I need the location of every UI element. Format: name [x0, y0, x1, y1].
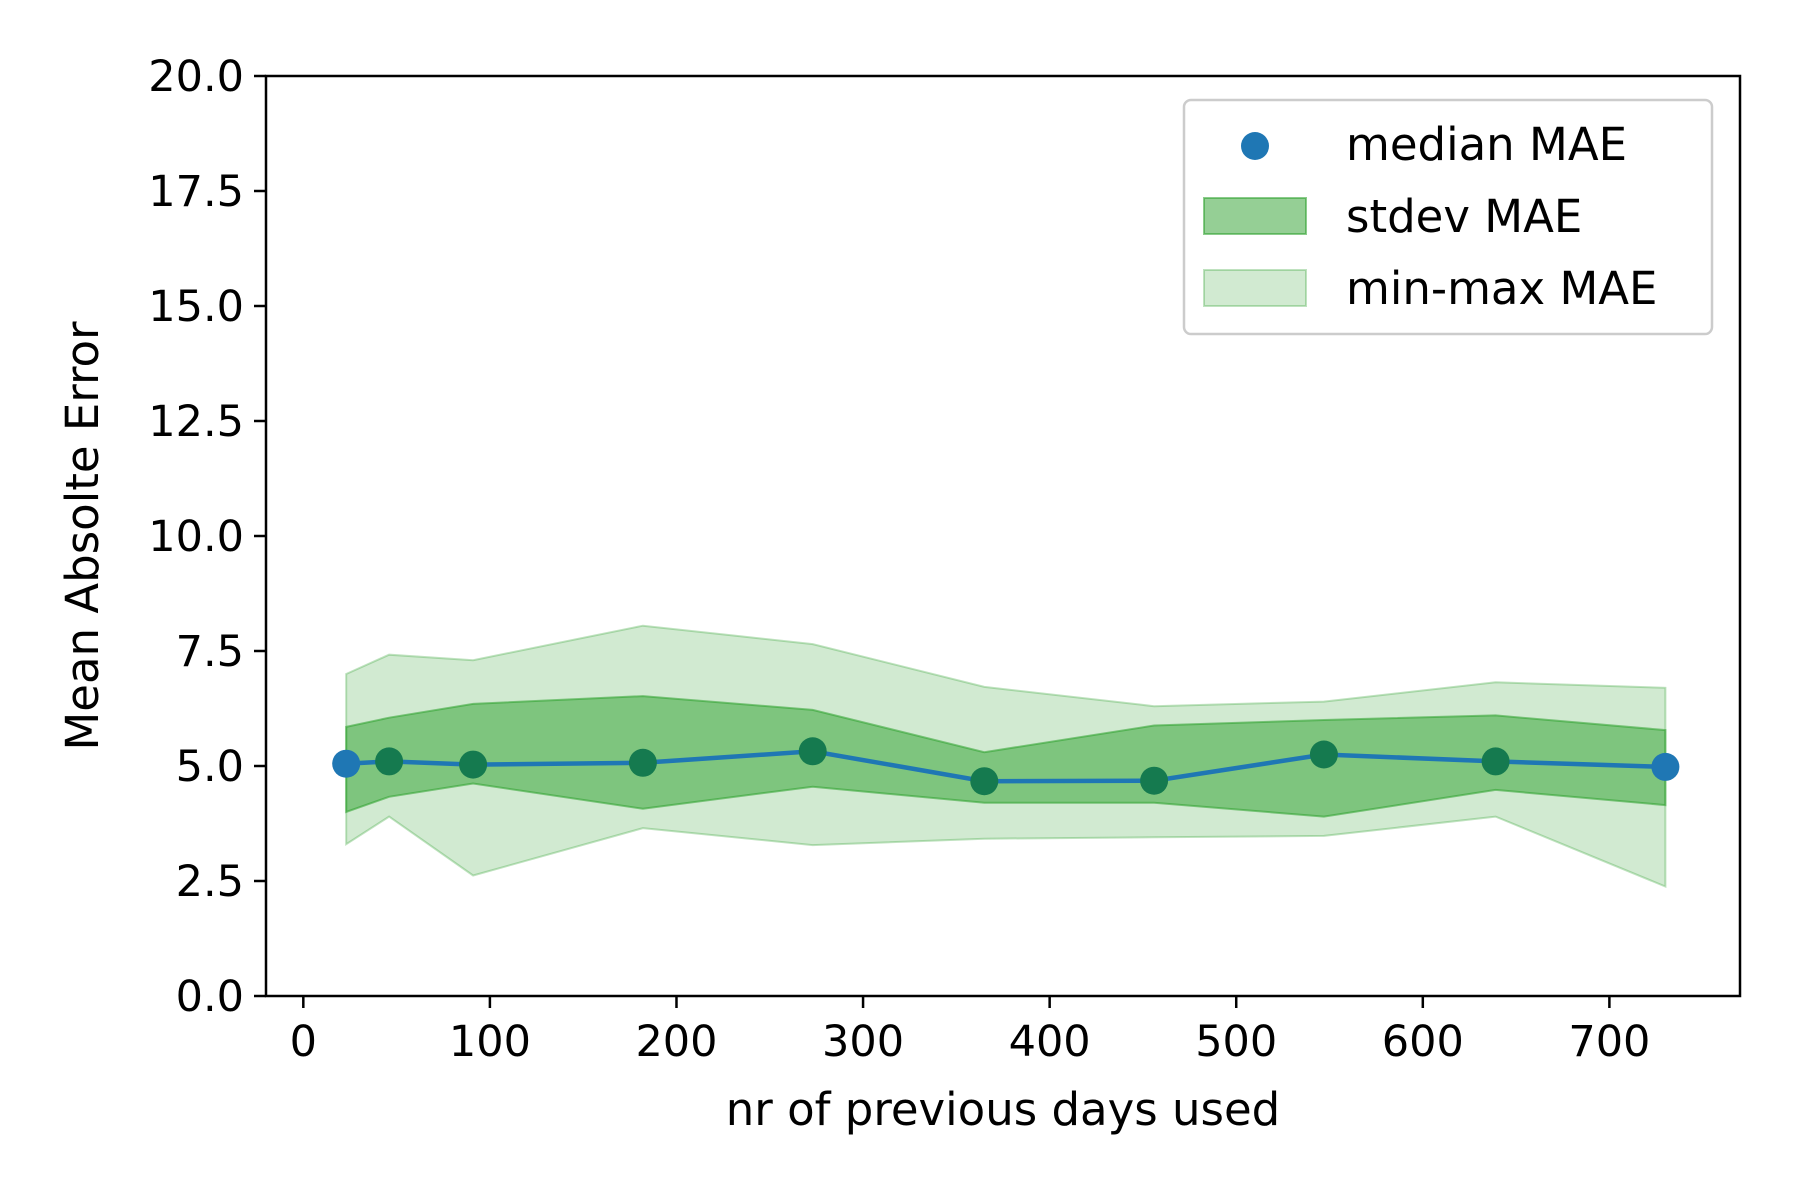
stdev-band: [345, 695, 1667, 818]
stdev-band-layer: [345, 695, 1667, 818]
median-point: [1651, 752, 1680, 781]
legend-frame: [1182, 98, 1714, 336]
x-tick-label: 500: [1195, 1017, 1277, 1067]
legend-median-marker: [1241, 132, 1269, 160]
y-tick-label: 17.5: [148, 167, 244, 217]
legend: median MAE stdev MAE min-max MAE: [1182, 98, 1714, 336]
y-tick-label: 0.0: [176, 972, 244, 1022]
x-axis-label: nr of previous days used: [726, 1083, 1280, 1136]
x-tick-label: 0: [290, 1017, 317, 1067]
x-tick-label: 100: [449, 1017, 531, 1067]
y-axis-ticks: 0.0 2.5 5.0 7.5 10.0 12.5 15.0 17.5 20.0: [148, 52, 266, 1022]
y-tick-label: 10.0: [148, 512, 244, 562]
y-tick-label: 12.5: [148, 397, 244, 447]
median-line-layer: [346, 749, 1666, 784]
median-point: [1309, 740, 1338, 769]
legend-minmax-swatch: [1203, 269, 1307, 307]
x-tick-label: 400: [1009, 1017, 1091, 1067]
median-point: [375, 747, 404, 776]
legend-label: stdev MAE: [1346, 190, 1582, 243]
x-tick-label: 300: [822, 1017, 904, 1067]
x-axis-ticks: 0 100 200 300 400 500 600 700: [290, 996, 1650, 1067]
y-tick-label: 7.5: [176, 627, 244, 677]
median-points-layer: [332, 737, 1680, 796]
y-tick-label: 20.0: [148, 52, 244, 102]
legend-label: min-max MAE: [1346, 262, 1657, 315]
x-tick-label: 600: [1382, 1017, 1464, 1067]
median-point: [1140, 766, 1169, 795]
y-axis-label: Mean Absolte Error: [56, 321, 109, 751]
x-tick-label: 200: [635, 1017, 717, 1067]
legend-label: median MAE: [1346, 118, 1627, 171]
y-tick-label: 5.0: [176, 742, 244, 792]
median-point: [628, 748, 657, 777]
median-point: [970, 767, 999, 796]
legend-stdev-swatch: [1203, 197, 1307, 235]
median-point: [1481, 747, 1510, 776]
median-point: [798, 737, 827, 766]
median-point: [459, 750, 488, 779]
median-point: [332, 749, 361, 778]
y-tick-label: 15.0: [148, 282, 244, 332]
median-line: [346, 749, 1666, 784]
y-tick-label: 2.5: [176, 857, 244, 907]
x-tick-label: 700: [1568, 1017, 1650, 1067]
